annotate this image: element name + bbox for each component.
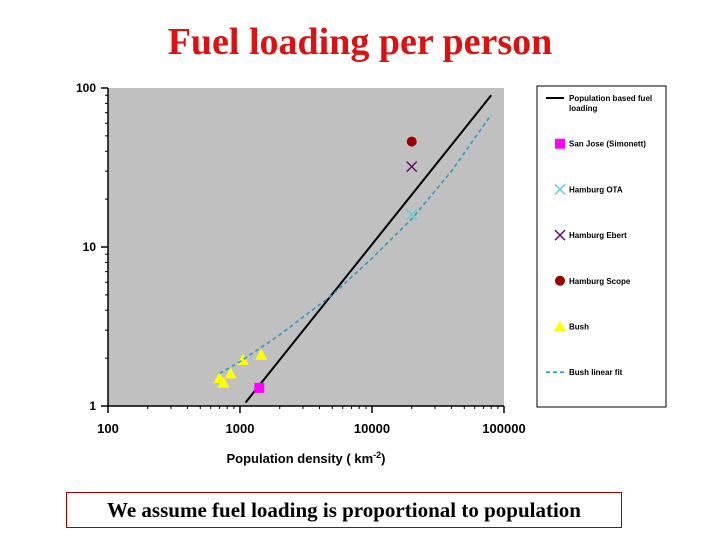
population-based-fuel-loading-line xyxy=(244,94,492,404)
y-tick-label: 10 xyxy=(83,240,97,254)
caption-box: We assume fuel loading is proportional t… xyxy=(66,492,622,528)
x-tick-label: 100 xyxy=(97,421,119,436)
bush-point xyxy=(255,348,268,360)
plot-area xyxy=(108,88,504,406)
chart: 1 10 100 100 1000 10000 100000 Population dens… xyxy=(76,81,667,466)
x-axis-label: Population density ( km-2) xyxy=(227,450,386,466)
legend-label-hamburg-ebert: Hamburg Ebert xyxy=(569,231,627,240)
legend-box xyxy=(536,85,667,408)
legend-label-population-based-fuel-loading: Population based fuel loading xyxy=(569,94,652,113)
y-tick-label: 100 xyxy=(76,81,96,95)
legend-label-hamburg-scope: Hamburg Scope xyxy=(569,277,631,286)
hamburg-ebert-point xyxy=(406,161,418,173)
slide-title: Fuel loading per person xyxy=(167,21,553,63)
x-tick-label: 10000 xyxy=(354,421,390,436)
x-stroke xyxy=(406,209,418,221)
bush-point xyxy=(224,367,237,379)
san-jose-simonett-point xyxy=(254,382,265,393)
legend-label-san-jose-simonett: San Jose (Simonett) xyxy=(569,140,646,149)
hamburg-scope-point xyxy=(406,136,417,147)
legend-label-hamburg-ota: Hamburg OTA xyxy=(569,185,623,194)
x-stroke xyxy=(554,183,566,195)
x-stroke xyxy=(554,229,566,241)
axes: 1 10 100 100 1000 10000 100000 xyxy=(76,81,526,436)
hamburg-ota-point xyxy=(406,209,418,221)
legend-swatch-hamburg-ota xyxy=(554,183,566,195)
caption-text: We assume fuel loading is proportional t… xyxy=(107,498,581,522)
data-marks xyxy=(213,94,492,404)
legend-label-bush: Bush xyxy=(569,323,589,332)
bush-point xyxy=(217,376,230,388)
x-stroke xyxy=(406,161,418,173)
legend-swatch-bush xyxy=(554,320,566,332)
legend-swatch-hamburg-scope xyxy=(555,275,565,286)
legend-swatch-san-jose-simonett xyxy=(555,138,565,149)
x-tick-label: 100000 xyxy=(482,421,525,436)
legend-label-bush-linear-fit: Bush linear fit xyxy=(569,368,623,377)
bush-linear-fit-line xyxy=(219,114,492,375)
legend-swatch-hamburg-ebert xyxy=(554,229,566,241)
legend: Population based fuel loading San Jose (Si… xyxy=(546,94,652,377)
x-tick-label: 1000 xyxy=(226,421,255,436)
y-tick-label: 1 xyxy=(89,399,96,413)
